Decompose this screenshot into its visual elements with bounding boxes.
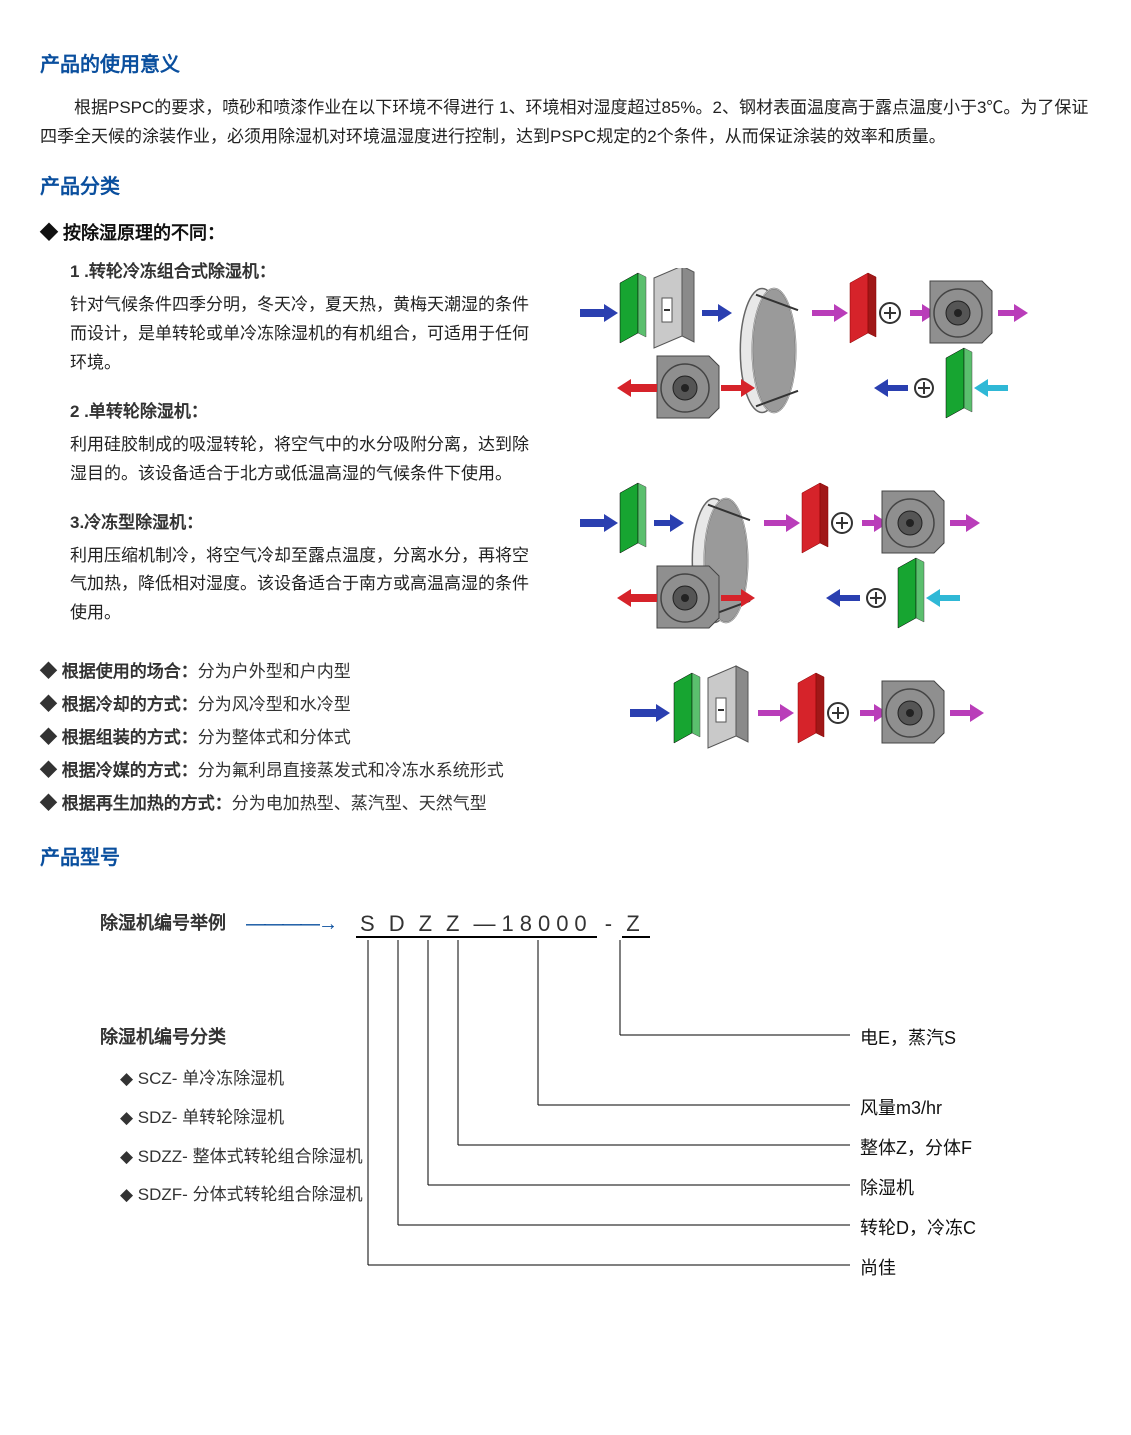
decode-label: 整体Z，分体F (860, 1133, 972, 1164)
category-line: 根据组装的方式：分为整体式和分体式 (40, 724, 600, 753)
model-example-label: 除湿机编号举例 (100, 908, 226, 939)
diagram-freeze (620, 658, 1090, 778)
category-label: 根据使用的场合： (40, 662, 198, 681)
code-char: S (356, 911, 385, 938)
arrow-icon: ————→ (246, 907, 336, 941)
principles-diagram-col (570, 258, 1091, 648)
principle-title: 3.冷冻型除湿机： (70, 509, 540, 538)
category-label: 根据组装的方式： (40, 728, 198, 747)
principle-title: 1 .转轮冷冻组合式除湿机： (70, 258, 540, 287)
diagram-combo (570, 268, 1070, 438)
section1-text: 根据PSPC的要求，喷砂和喷漆作业在以下环境不得进行 1、环境相对湿度超过85%… (40, 94, 1091, 152)
code-char: Z (442, 911, 469, 938)
principle-item: 3.冷冻型除湿机： 利用压缩机制冷，将空气冷却至露点温度，分离水分，再将空气加热… (40, 509, 540, 629)
section1-title: 产品的使用意义 (40, 48, 1091, 82)
category-label: 根据冷却的方式： (40, 695, 198, 714)
class-item: SCZ- 单冷冻除湿机 (120, 1065, 1091, 1094)
principle-item: 1 .转轮冷冻组合式除湿机： 针对气候条件四季分明，冬天冷，夏天热，黄梅天潮湿的… (40, 258, 540, 378)
model-section: 除湿机编号举例 ————→ SDZZ—18000 - Z 除湿机编号分类 SCZ… (40, 905, 1091, 1405)
category-line: 根据冷却的方式：分为风冷型和水冷型 (40, 691, 600, 720)
principle-title: 2 .单转轮除湿机： (70, 398, 540, 427)
principles-row: 1 .转轮冷冻组合式除湿机： 针对气候条件四季分明，冬天冷，夏天热，黄梅天潮湿的… (40, 258, 1091, 648)
code-char: Z (622, 911, 649, 938)
decode-label: 风量m3/hr (860, 1093, 942, 1124)
principle-desc: 针对气候条件四季分明，冬天冷，夏天热，黄梅天潮湿的条件而设计，是单转轮或单冷冻除… (70, 291, 540, 378)
category-value: 分为电加热型、蒸汽型、天然气型 (232, 794, 487, 813)
category-line: 根据冷媒的方式：分为氟利昂直接蒸发式和冷冻水系统形式 (40, 757, 600, 786)
decode-label: 尚佳 (860, 1253, 896, 1284)
principle-item: 2 .单转轮除湿机： 利用硅胶制成的吸湿转轮，将空气中的水分吸附分离，达到除湿目… (40, 398, 540, 489)
diagram-freeze-wrap (620, 658, 1090, 822)
model-code: SDZZ—18000 - Z (356, 905, 650, 942)
category-value: 分为户外型和户内型 (198, 662, 351, 681)
category-value: 分为风冷型和水冷型 (198, 695, 351, 714)
class-item: SDZF- 分体式转轮组合除湿机 (120, 1181, 1091, 1210)
model-example-row: 除湿机编号举例 ————→ SDZZ—18000 - Z (100, 905, 1091, 942)
code-char: Z (415, 911, 442, 938)
principle-desc: 利用压缩机制冷，将空气冷却至露点温度，分离水分，再将空气加热，降低相对湿度。该设… (70, 542, 540, 629)
principle-desc: 利用硅胶制成的吸湿转轮，将空气中的水分吸附分离，达到除湿目的。该设备适合于北方或… (70, 431, 540, 489)
category-label: 根据冷媒的方式： (40, 761, 198, 780)
decode-label: 除湿机 (860, 1173, 914, 1204)
section2-title: 产品分类 (40, 170, 1091, 204)
class-item: SDZ- 单转轮除湿机 (120, 1104, 1091, 1133)
principles-text-col: 1 .转轮冷冻组合式除湿机： 针对气候条件四季分明，冬天冷，夏天热，黄梅天潮湿的… (40, 258, 540, 648)
diagram-rotor (570, 478, 1070, 648)
code-char: D (385, 911, 415, 938)
category-value: 分为整体式和分体式 (198, 728, 351, 747)
section2-subheading: 按除湿原理的不同： (40, 218, 1091, 249)
decode-label: 电E，蒸汽S (860, 1023, 956, 1054)
decode-label: 转轮D，冷冻C (860, 1213, 976, 1244)
category-value: 分为氟利昂直接蒸发式和冷冻水系统形式 (198, 761, 504, 780)
extra-category-list: 根据使用的场合：分为户外型和户内型根据冷却的方式：分为风冷型和水冷型根据组装的方… (40, 658, 600, 822)
code-char: - (597, 911, 623, 936)
category-label: 根据再生加热的方式： (40, 794, 232, 813)
section3-title: 产品型号 (40, 841, 1091, 875)
code-char: —18000 (469, 911, 596, 938)
category-line: 根据使用的场合：分为户外型和户内型 (40, 658, 600, 687)
category-line: 根据再生加热的方式：分为电加热型、蒸汽型、天然气型 (40, 790, 600, 819)
extra-categories-row: 根据使用的场合：分为户外型和户内型根据冷却的方式：分为风冷型和水冷型根据组装的方… (40, 658, 1091, 822)
